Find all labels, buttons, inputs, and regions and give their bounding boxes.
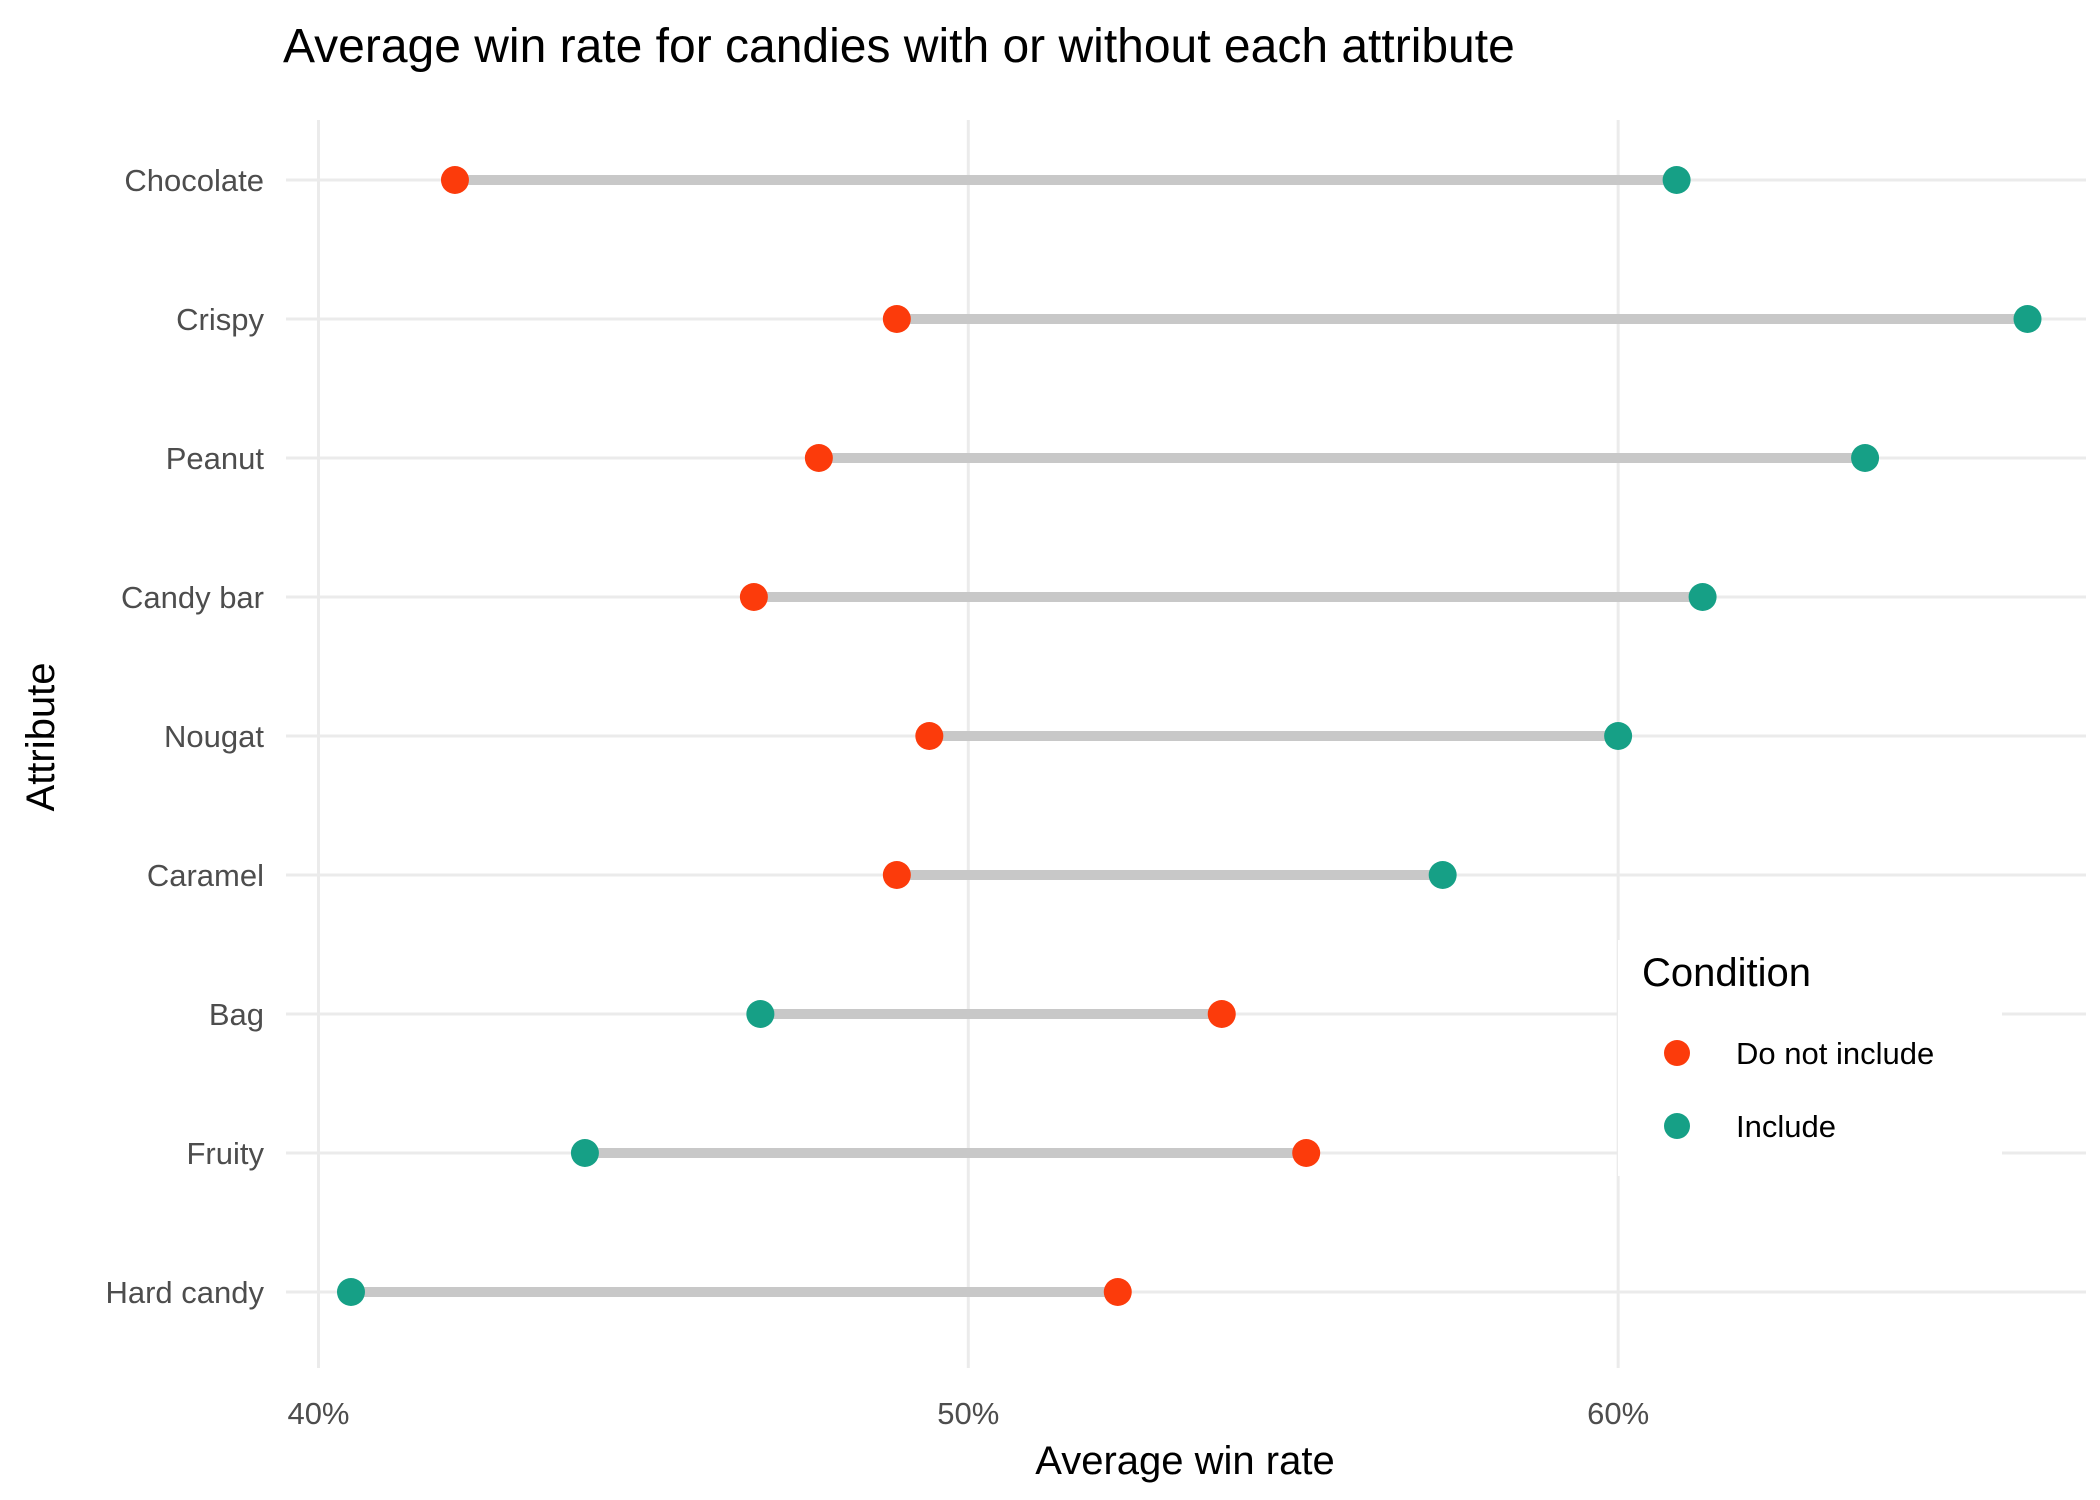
x-axis-title: Average win rate (1035, 1439, 1334, 1483)
y-axis-title: Attribute (19, 663, 63, 812)
legend-label-do-not-include: Do not include (1736, 1036, 1934, 1071)
x-tick-label: 50% (937, 1396, 999, 1431)
point-include-crispy (2013, 305, 2042, 333)
point-do-not-include-crispy (882, 305, 911, 333)
legend-label-include: Include (1736, 1109, 1836, 1144)
point-do-not-include-caramel (882, 861, 911, 889)
point-include-fruity (570, 1139, 599, 1167)
point-layer (336, 166, 2042, 1306)
x-tick-label: 40% (287, 1396, 349, 1431)
point-do-not-include-nougat (915, 722, 944, 750)
legend-title: Condition (1642, 951, 1811, 995)
point-do-not-include-fruity (1292, 1139, 1321, 1167)
point-include-hard-candy (336, 1278, 365, 1306)
legend-key-do-not-include (1664, 1040, 1690, 1066)
point-include-chocolate (1662, 166, 1691, 194)
tick-layer: 40% 50% 60% Chocolate Crispy Peanut Candy bar N… (105, 163, 1649, 1431)
point-do-not-include-hard-candy (1103, 1278, 1132, 1306)
point-do-not-include-candy-bar (739, 583, 768, 611)
point-do-not-include-chocolate (440, 166, 469, 194)
y-tick-label-candy-bar: Candy bar (121, 580, 264, 615)
y-tick-label-bag: Bag (209, 997, 264, 1032)
y-tick-label-chocolate: Chocolate (124, 163, 264, 198)
y-tick-label-nougat: Nougat (164, 719, 264, 754)
y-tick-label-peanut: Peanut (166, 441, 265, 476)
legend: Condition Do not include Include (1618, 940, 2002, 1176)
point-include-peanut (1851, 444, 1880, 472)
y-tick-label-crispy: Crispy (176, 302, 264, 337)
legend-key-include (1664, 1113, 1690, 1139)
x-tick-label: 60% (1587, 1396, 1649, 1431)
point-do-not-include-bag (1207, 1000, 1236, 1028)
point-do-not-include-peanut (804, 444, 833, 472)
chart-title: Average win rate for candies with or wit… (283, 20, 1515, 73)
point-include-nougat (1604, 722, 1633, 750)
point-include-candy-bar (1688, 583, 1717, 611)
y-tick-label-hard-candy: Hard candy (105, 1275, 264, 1310)
y-tick-label-caramel: Caramel (147, 858, 264, 893)
point-include-bag (746, 1000, 775, 1028)
segment-layer (350, 175, 2028, 1297)
grid-layer (286, 120, 2086, 1368)
y-tick-label-fruity: Fruity (187, 1136, 265, 1171)
point-include-caramel (1428, 861, 1457, 889)
